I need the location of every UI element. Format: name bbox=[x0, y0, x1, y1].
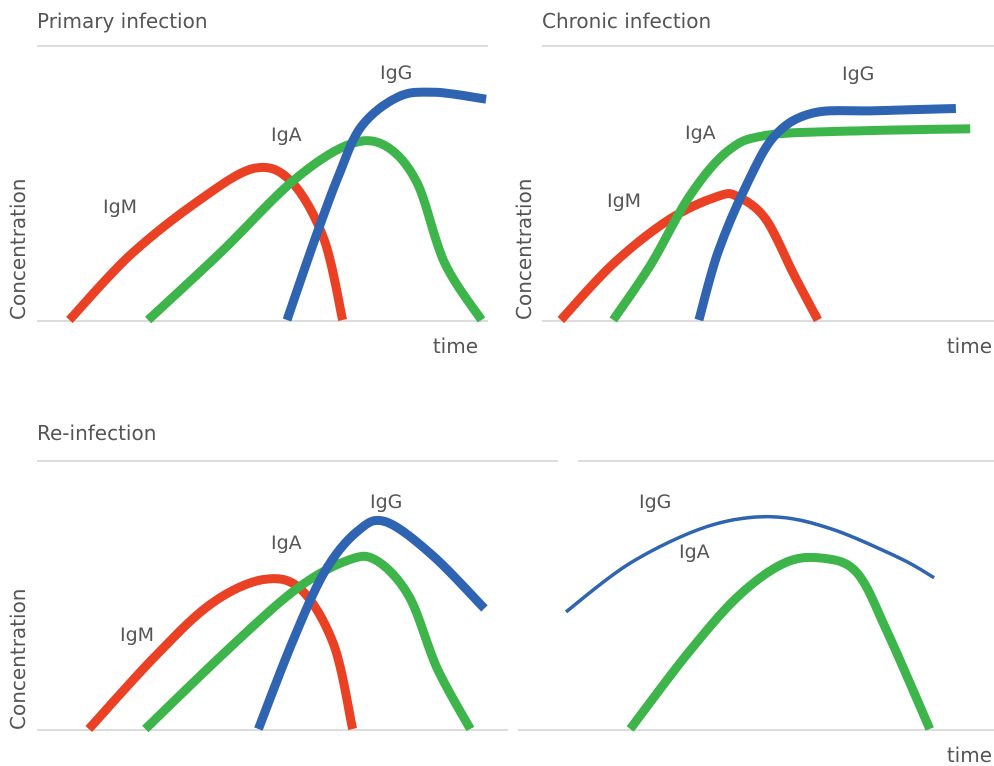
series-label-igm: IgM bbox=[607, 190, 641, 212]
curve-igg bbox=[564, 514, 935, 614]
series-label-igm: IgM bbox=[103, 196, 137, 218]
curve-iga bbox=[145, 136, 486, 324]
series-label-iga: IgA bbox=[685, 122, 716, 144]
plot-area bbox=[66, 87, 487, 324]
curve-igm bbox=[85, 574, 357, 733]
series-label-igg: IgG bbox=[380, 62, 412, 84]
curve-igg bbox=[694, 104, 957, 322]
curve-iga bbox=[609, 124, 971, 323]
curve-igg bbox=[254, 515, 488, 731]
series-label-iga: IgA bbox=[679, 541, 710, 563]
series-label-iga: IgA bbox=[271, 532, 302, 554]
panel-title: Re-infection bbox=[37, 421, 156, 445]
plot-area bbox=[557, 104, 971, 324]
y-axis-label: Concentration bbox=[6, 589, 30, 730]
series-label-igg: IgG bbox=[370, 491, 402, 513]
series-label-igm: IgM bbox=[120, 624, 154, 646]
curve-iga bbox=[142, 551, 475, 733]
y-axis-label: Concentration bbox=[512, 179, 536, 320]
x-axis-label: time bbox=[433, 334, 478, 358]
curve-iga bbox=[626, 552, 934, 732]
series-label-iga: IgA bbox=[271, 124, 302, 146]
curve-igg bbox=[282, 87, 487, 322]
curve-igm bbox=[557, 188, 822, 324]
series-label-igg: IgG bbox=[842, 63, 874, 85]
panel-re-infection: Re-infection Concentration IgM IgA IgG bbox=[6, 421, 558, 733]
plot-area bbox=[85, 515, 488, 733]
panel-chronic-infection: Chronic infection Concentration time IgM… bbox=[512, 9, 994, 358]
panel-title: Primary infection bbox=[37, 9, 208, 33]
y-axis-label: Concentration bbox=[6, 179, 30, 320]
panel-primary-infection: Primary infection Concentration time IgM… bbox=[6, 9, 488, 358]
series-label-igg: IgG bbox=[639, 491, 671, 513]
x-axis-label: time bbox=[947, 743, 992, 766]
x-axis-label: time bbox=[947, 334, 992, 358]
panel-title: Chronic infection bbox=[542, 9, 711, 33]
panel-re-infection-continued: time IgG IgA bbox=[518, 460, 994, 766]
curve-igm bbox=[66, 162, 347, 324]
plot-area bbox=[564, 514, 935, 732]
